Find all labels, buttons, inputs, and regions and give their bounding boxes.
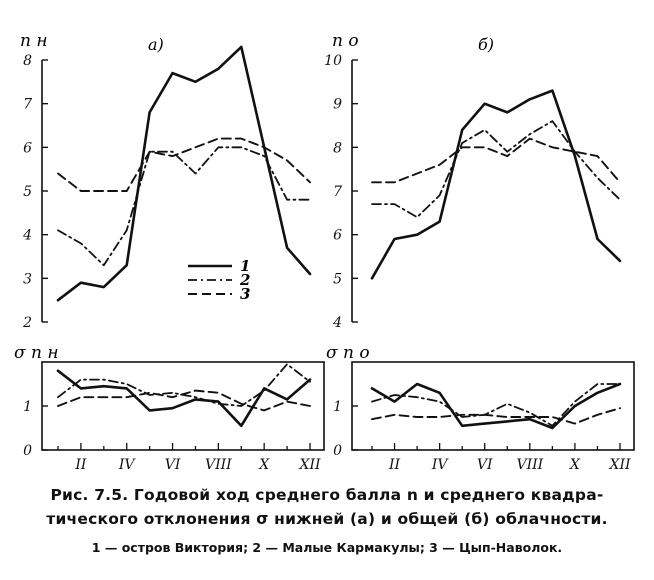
series-line-1 xyxy=(56,45,312,302)
panel-a-bottom: σ n н 0 1 II IV VI VIII X XII xyxy=(14,343,325,473)
series-line-3 xyxy=(371,137,621,184)
series-line-2 xyxy=(57,363,311,407)
x-tick-label: IV xyxy=(118,457,137,473)
y-tick-label: 8 xyxy=(333,140,342,156)
series-line-1 xyxy=(370,89,622,280)
x-tick-label: VIII xyxy=(516,457,543,473)
x-tick-label: VI xyxy=(477,457,493,473)
legend-label-2: 2 xyxy=(239,271,250,289)
y-tick-label: 8 xyxy=(23,53,32,69)
panel-b-ylabel: n о xyxy=(332,31,359,51)
y-tick-label: 0 xyxy=(333,443,342,459)
x-tick-label: VI xyxy=(165,457,181,473)
x-tick-label: II xyxy=(388,457,401,473)
y-tick-label: 4 xyxy=(22,228,32,244)
x-tick-label: X xyxy=(569,457,581,473)
caption-legend-line: 1 — остров Виктория; 2 — Малые Кармакулы… xyxy=(91,540,563,555)
panel-a-label: a) xyxy=(148,35,164,54)
x-tick-label: XII xyxy=(608,457,630,473)
y-tick-label: 0 xyxy=(23,443,32,459)
y-tick-label: 5 xyxy=(23,184,32,200)
panel-b-top: n о б) 4 5 6 7 8 9 10 xyxy=(324,31,622,331)
caption-line-1: Рис. 7.5. Годовой ход среднего балла n и… xyxy=(50,486,604,504)
x-tick-label: II xyxy=(74,457,87,473)
caption-line-2: тического отклонения σ нижней (a) и обще… xyxy=(46,510,608,528)
y-tick-label: 1 xyxy=(333,399,342,415)
y-tick-label: 6 xyxy=(333,228,342,244)
y-tick-label: 4 xyxy=(332,315,342,331)
y-tick-label: 9 xyxy=(333,97,342,113)
x-tick-label: IV xyxy=(431,457,450,473)
panel-b-label: б) xyxy=(478,35,494,54)
y-tick-label: 7 xyxy=(23,97,32,113)
x-tick-label: XII xyxy=(298,457,320,473)
panel-b-sigma-frame xyxy=(351,361,635,451)
series-line-3 xyxy=(57,137,311,192)
panel-a-sigma-ylabel: σ n н xyxy=(14,343,59,363)
y-tick-label: 3 xyxy=(23,271,32,287)
x-tick-label: VIII xyxy=(205,457,232,473)
series-line-2 xyxy=(57,146,311,267)
legend: 123 xyxy=(188,257,250,303)
series-line-2 xyxy=(371,383,621,427)
panel-b-sigma-ylabel: σ n о xyxy=(326,343,370,363)
series-line-3 xyxy=(371,407,621,425)
panel-a-ylabel: n н xyxy=(20,31,48,51)
y-tick-label: 2 xyxy=(22,315,32,331)
y-tick-label: 7 xyxy=(333,184,342,200)
legend-label-1: 1 xyxy=(240,257,250,275)
y-tick-label: 6 xyxy=(23,140,32,156)
series-line-2 xyxy=(371,120,621,219)
y-tick-label: 5 xyxy=(333,271,342,287)
y-tick-label: 1 xyxy=(23,399,32,415)
panel-a-sigma-frame xyxy=(41,361,325,451)
series-line-3 xyxy=(57,389,311,412)
x-tick-label: X xyxy=(258,457,270,473)
panel-b-bottom: σ n о 0 1 II IV VI VIII X XII xyxy=(326,343,635,473)
legend-label-3: 3 xyxy=(240,285,250,303)
series-line-1 xyxy=(370,382,622,430)
series-line-1 xyxy=(56,369,312,428)
y-tick-label: 10 xyxy=(324,53,342,69)
